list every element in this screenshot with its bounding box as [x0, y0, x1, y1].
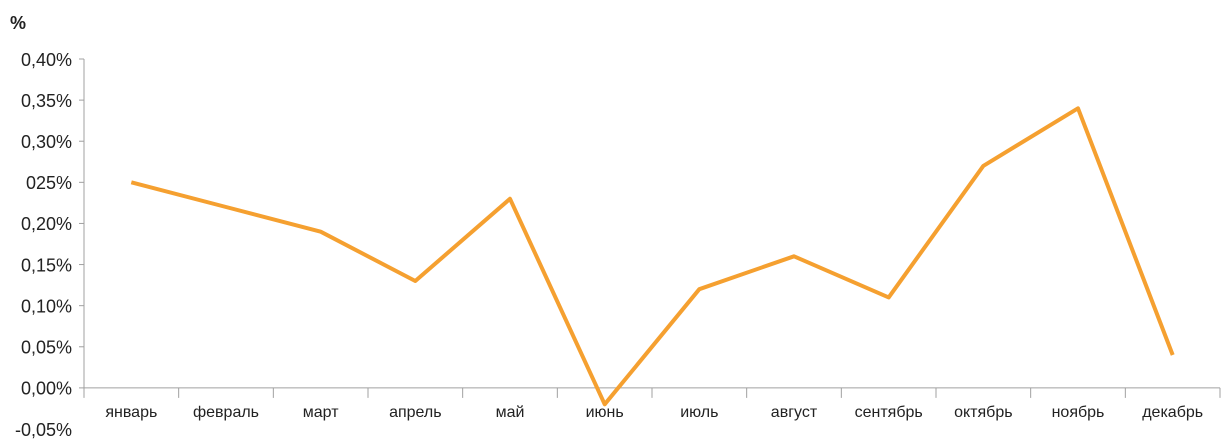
x-tick-label: сентябрь — [855, 404, 923, 421]
y-tick-label: 0,20% — [21, 214, 72, 234]
x-tick-label: ноябрь — [1052, 404, 1105, 421]
y-tick-label: -0,05% — [15, 420, 72, 440]
x-tick-label: февраль — [193, 404, 259, 421]
x-tick-label: декабрь — [1142, 404, 1203, 421]
x-tick-label: октябрь — [954, 404, 1012, 421]
y-tick-label: 0,30% — [21, 132, 72, 152]
y-tick-label: 0,00% — [21, 379, 72, 399]
x-tick-label: июль — [680, 404, 718, 421]
y-tick-label: 0,15% — [21, 255, 72, 275]
y-tick-label: 0,10% — [21, 296, 72, 316]
x-tick-label: апрель — [389, 404, 442, 421]
x-tick-label: январь — [105, 404, 157, 421]
x-tick-label: июнь — [586, 404, 624, 421]
y-tick-label: 0,35% — [21, 91, 72, 111]
x-tick-label: март — [303, 404, 339, 421]
y-axis-title: % — [10, 13, 26, 33]
y-tick-label: 0,05% — [21, 338, 72, 358]
y-tick-label: 0,40% — [21, 50, 72, 70]
data-line — [130, 106, 1175, 407]
x-tick-label: август — [771, 404, 818, 421]
y-tick-label: 025% — [26, 173, 72, 193]
x-tick-label: май — [496, 404, 525, 421]
